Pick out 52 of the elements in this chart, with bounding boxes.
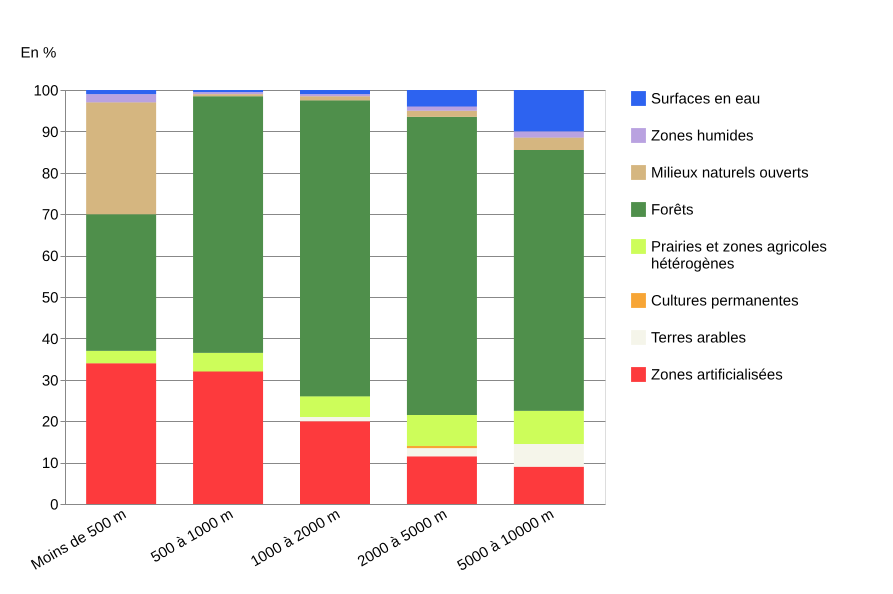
bar (514, 444, 584, 467)
bar (406, 110, 477, 117)
bar (86, 363, 156, 504)
y-axis-title: En % (20, 44, 56, 62)
bar (514, 150, 584, 411)
bar (86, 102, 156, 214)
y-tick-label: 10 (42, 455, 58, 472)
bar (406, 90, 477, 107)
legend-label: Prairies et zones agricoles hétérogènes (651, 238, 827, 272)
bar (86, 94, 156, 102)
legend-label: Terres arables (651, 330, 746, 346)
bar (300, 96, 370, 100)
bar (406, 456, 477, 504)
bar (514, 131, 584, 138)
x-tick-label: 1000 à 2000 m (248, 506, 343, 570)
bar (86, 214, 156, 351)
bar (193, 372, 264, 504)
bar (406, 448, 477, 456)
bar (86, 350, 156, 364)
y-tick-label: 100 (33, 82, 58, 100)
bar (193, 96, 264, 353)
y-tick-label: 30 (42, 372, 58, 390)
legend-label: Zones artificialisées (651, 366, 783, 384)
bar (300, 90, 370, 94)
x-tick-label: 2000 à 5000 m (354, 506, 450, 570)
bar (514, 90, 584, 132)
y-tick-label: 0 (50, 496, 58, 514)
bar (300, 100, 370, 396)
x-tick-label: 500 à 1000 m (148, 506, 236, 566)
y-tick-label: 80 (42, 165, 58, 182)
bar (514, 466, 584, 504)
y-tick-label: 90 (42, 124, 58, 141)
bar (300, 396, 370, 418)
bar (406, 414, 477, 446)
bar (300, 417, 370, 422)
legend-label: Milieux naturels ouverts (651, 164, 809, 182)
legend-label: Zones humides (651, 128, 754, 144)
y-tick-label: 70 (42, 206, 58, 224)
y-tick-label: 40 (42, 330, 58, 348)
legend-label: Cultures permanentes (651, 292, 799, 310)
bar (514, 138, 584, 150)
bar (514, 410, 584, 444)
legend-label: Surfaces en eau (651, 90, 760, 108)
bar (406, 116, 477, 415)
bar (193, 352, 264, 372)
bar (86, 90, 156, 94)
y-tick-label: 50 (42, 290, 58, 306)
bar (300, 421, 370, 504)
y-tick-label: 20 (42, 414, 58, 431)
y-tick-label: 60 (42, 248, 58, 266)
bar (406, 106, 477, 111)
legend-label: Forêts (651, 202, 694, 218)
